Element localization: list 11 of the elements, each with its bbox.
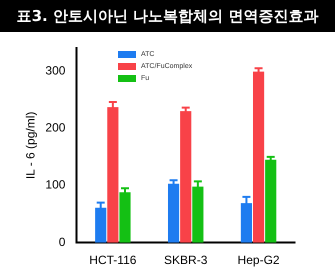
- bar: [168, 184, 180, 243]
- chart-title: 표3. 안토시아닌 나노복합체의 면역증진효과: [0, 0, 335, 32]
- x-tick-label: HCT-116: [89, 253, 137, 268]
- x-tick-label: SKBR-3: [164, 253, 208, 268]
- y-tick-label: 300: [45, 63, 66, 78]
- y-tick-label: 200: [45, 120, 66, 135]
- y-axis-title: IL - 6 (pg/ml): [24, 112, 38, 180]
- y-tick-label: 100: [45, 178, 66, 192]
- bar: [265, 160, 276, 243]
- x-tick-label: Hep-G2: [238, 253, 280, 268]
- y-tick-label: 0: [58, 234, 66, 249]
